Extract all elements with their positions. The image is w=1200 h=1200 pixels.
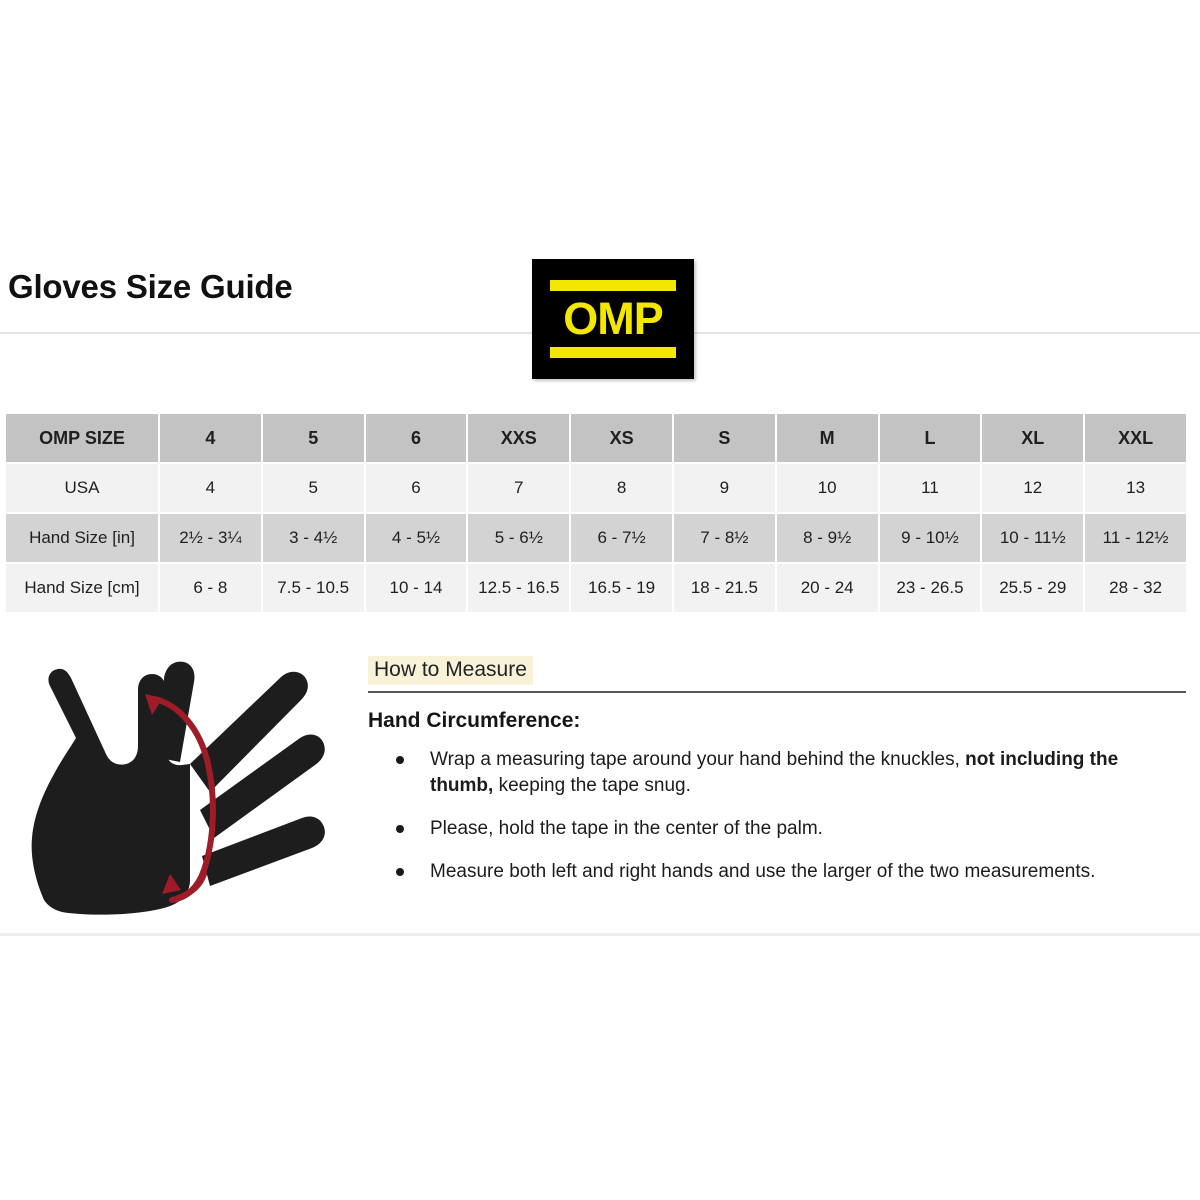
cell-usa: 7 <box>468 464 570 512</box>
measure-section: How to Measure Hand Circumference: Wrap … <box>0 636 1200 936</box>
cell-hand-in: 9 - 10½ <box>879 514 981 562</box>
cell-hand-in: 7 - 8½ <box>673 514 775 562</box>
table-row-usa: USA 4 5 6 7 8 9 10 11 12 13 <box>6 464 1186 512</box>
cell-hand-cm: 28 - 32 <box>1085 564 1186 612</box>
row-label-omp-size: OMP SIZE <box>6 414 158 462</box>
cell-hand-cm: 23 - 26.5 <box>879 564 981 612</box>
hand-finger-pinky <box>200 734 325 838</box>
cell-hand-cm: 6 - 8 <box>160 564 261 612</box>
cell-usa: 6 <box>365 464 467 512</box>
cell-size: L <box>879 414 981 462</box>
cell-usa: 10 <box>776 464 878 512</box>
cell-hand-in: 6 - 7½ <box>571 514 672 562</box>
cell-size: XL <box>982 414 1084 462</box>
bullet-icon <box>396 825 404 833</box>
bullet-text-bold: not including the thumb, <box>430 749 1119 796</box>
cell-hand-in: 2½ - 3¼ <box>160 514 261 562</box>
size-table: OMP SIZE 4 5 6 XXS XS S M L XL XXL USA 4… <box>4 412 1188 614</box>
cell-usa: 5 <box>262 464 364 512</box>
howto-subheading: Hand Circumference: <box>368 709 581 732</box>
cell-size: S <box>673 414 775 462</box>
list-item: Please, hold the tape in the center of t… <box>368 816 1186 842</box>
howto-divider <box>368 691 1186 693</box>
cell-hand-cm: 7.5 - 10.5 <box>262 564 364 612</box>
bullet-icon <box>396 756 404 764</box>
logo-bar-top <box>550 280 676 291</box>
bottom-divider <box>0 933 1200 936</box>
bullet-text-part1: Please, hold the tape in the center of t… <box>430 818 823 839</box>
cell-size: 4 <box>160 414 261 462</box>
instruction-list: Wrap a measuring tape around your hand b… <box>368 747 1186 885</box>
table-row-omp-size: OMP SIZE 4 5 6 XXS XS S M L XL XXL <box>6 414 1186 462</box>
cell-hand-cm: 10 - 14 <box>365 564 467 612</box>
cell-usa: 9 <box>673 464 775 512</box>
howto-title: How to Measure <box>368 656 533 685</box>
cell-hand-in: 11 - 12½ <box>1085 514 1186 562</box>
cell-size: XXL <box>1085 414 1186 462</box>
cell-hand-in: 10 - 11½ <box>982 514 1084 562</box>
list-item: Wrap a measuring tape around your hand b… <box>368 747 1186 799</box>
bullet-text-part1: Measure both left and right hands and us… <box>430 861 1096 882</box>
cell-usa: 13 <box>1085 464 1186 512</box>
hand-palm-shape <box>31 668 191 915</box>
page-title: Gloves Size Guide <box>8 268 293 305</box>
cell-size: XXS <box>468 414 570 462</box>
logo-bar-bottom <box>550 347 676 358</box>
cell-usa: 4 <box>160 464 261 512</box>
cell-hand-cm: 16.5 - 19 <box>571 564 672 612</box>
row-label-hand-size-cm: Hand Size [cm] <box>6 564 158 612</box>
cell-usa: 12 <box>982 464 1084 512</box>
cell-size: 5 <box>262 414 364 462</box>
hand-finger-little <box>202 816 325 886</box>
cell-hand-cm: 12.5 - 16.5 <box>468 564 570 612</box>
cell-hand-cm: 20 - 24 <box>776 564 878 612</box>
measuring-tape-path-back <box>175 871 207 901</box>
bullet-text-part1: Wrap a measuring tape around your hand b… <box>430 749 966 770</box>
row-label-hand-size-in: Hand Size [in] <box>6 514 158 562</box>
cell-hand-in: 5 - 6½ <box>468 514 570 562</box>
cell-hand-cm: 18 - 21.5 <box>673 564 775 612</box>
cell-size: XS <box>571 414 672 462</box>
bullet-icon <box>396 868 404 876</box>
cell-hand-in: 4 - 5½ <box>365 514 467 562</box>
table-row-hand-size-cm: Hand Size [cm] 6 - 8 7.5 - 10.5 10 - 14 … <box>6 564 1186 612</box>
hand-illustration <box>14 642 359 917</box>
hand-finger-ring <box>190 671 308 792</box>
row-label-usa: USA <box>6 464 158 512</box>
tape-arrow-head-bottom <box>162 874 181 894</box>
cell-size: M <box>776 414 878 462</box>
cell-hand-cm: 25.5 - 29 <box>982 564 1084 612</box>
list-item: Measure both left and right hands and us… <box>368 859 1186 885</box>
howto-panel: How to Measure Hand Circumference: Wrap … <box>368 656 1186 902</box>
omp-logo: OMP <box>532 259 694 379</box>
bullet-text-part2: keeping the tape snug. <box>493 775 691 796</box>
table-row-hand-size-in: Hand Size [in] 2½ - 3¼ 3 - 4½ 4 - 5½ 5 -… <box>6 514 1186 562</box>
cell-usa: 11 <box>879 464 981 512</box>
tape-arrow-head-top <box>145 694 163 715</box>
cell-size: 6 <box>365 414 467 462</box>
hand-icon <box>31 661 325 915</box>
cell-usa: 8 <box>571 464 672 512</box>
cell-hand-in: 8 - 9½ <box>776 514 878 562</box>
cell-hand-in: 3 - 4½ <box>262 514 364 562</box>
logo-wordmark: OMP <box>563 293 664 344</box>
